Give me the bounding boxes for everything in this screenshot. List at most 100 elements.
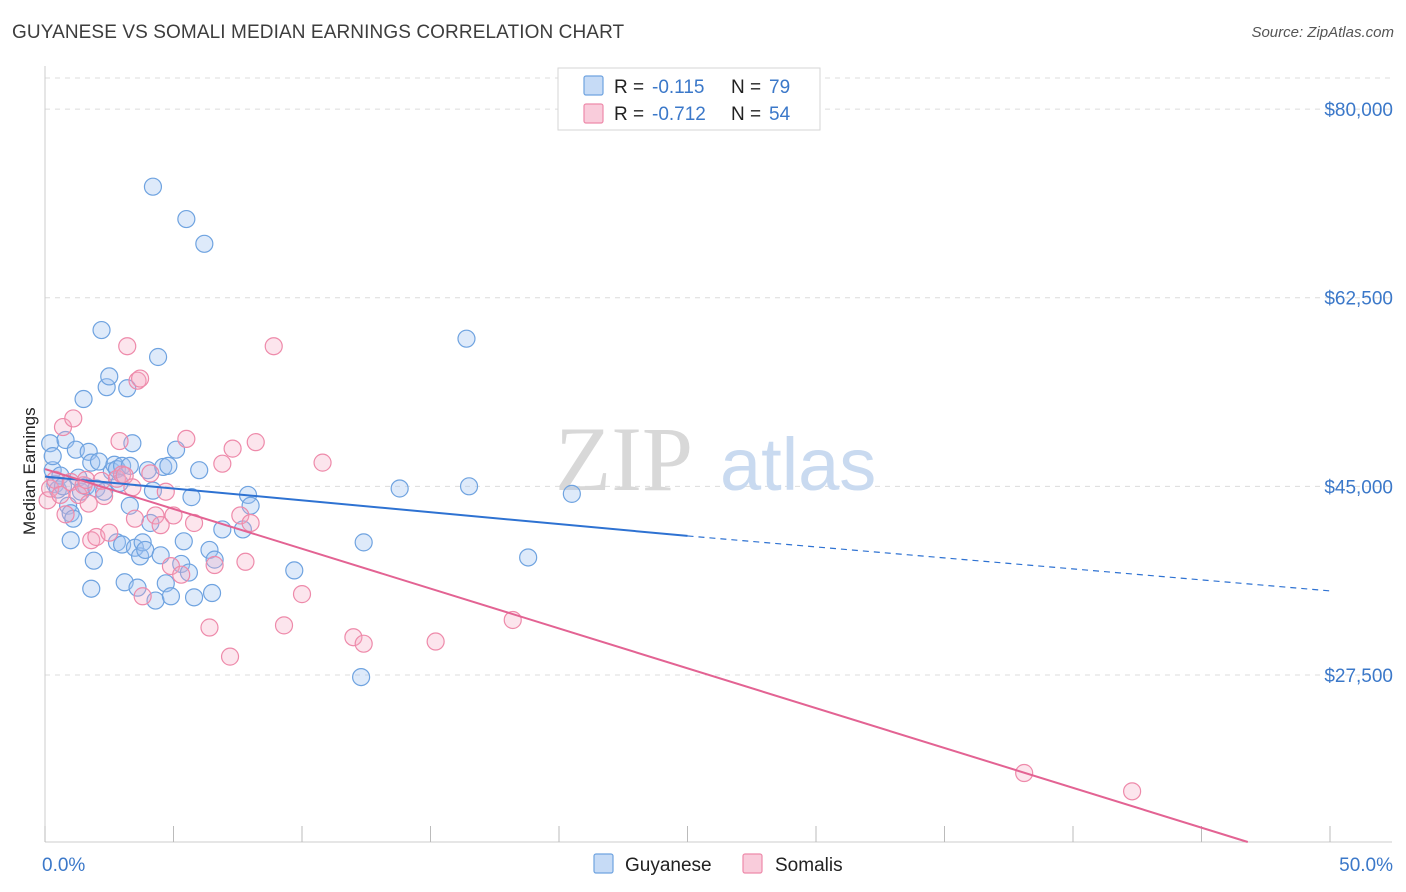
point-somalis	[56, 505, 75, 524]
point-somalis	[133, 587, 152, 606]
point-somalis	[64, 409, 83, 428]
point-somalis	[41, 479, 60, 498]
point-guyanese	[74, 389, 93, 409]
point-guyanese	[190, 461, 209, 480]
point-guyanese	[143, 177, 163, 196]
y-axis-label: Median Earnings	[20, 407, 39, 535]
point-guyanese	[161, 587, 181, 606]
stats-legend: R = -0.115 N = 79 R = -0.712 N = 54	[557, 67, 821, 131]
trend-line-guyanese-extrapolated	[687, 535, 1331, 592]
point-somalis	[354, 634, 373, 653]
legend-n-label-somalis: N =	[731, 104, 761, 125]
point-guyanese	[457, 329, 476, 348]
point-somalis	[426, 632, 445, 651]
point-somalis	[246, 433, 265, 452]
watermark-atlas: atlas	[720, 423, 876, 506]
point-somalis	[110, 431, 129, 451]
point-guyanese	[61, 531, 80, 550]
tick-labels: $80,000 $62,500 $45,000 $27,500 0.0% 50.0%	[42, 100, 1393, 876]
y-tick-label: $45,000	[1324, 477, 1393, 498]
point-guyanese	[562, 484, 581, 503]
point-somalis	[241, 513, 260, 533]
point-somalis	[125, 509, 145, 528]
legend-n-label-guyanese: N =	[731, 77, 761, 98]
point-somalis	[146, 506, 165, 525]
point-somalis	[172, 565, 191, 584]
legend-n-value-guyanese: 79	[769, 77, 790, 98]
point-guyanese	[459, 477, 479, 496]
point-somalis	[118, 337, 137, 356]
point-guyanese	[354, 533, 373, 552]
point-somalis	[213, 454, 232, 473]
point-somalis	[79, 494, 98, 513]
point-guyanese	[97, 378, 116, 397]
point-somalis	[51, 485, 70, 505]
trend-lines	[44, 468, 1331, 843]
point-guyanese	[84, 551, 103, 570]
point-guyanese	[177, 209, 196, 229]
point-guyanese	[182, 488, 201, 507]
point-somalis	[130, 369, 150, 388]
point-guyanese	[148, 347, 168, 367]
y-tick-label: $80,000	[1324, 100, 1393, 121]
point-somalis	[128, 371, 147, 390]
point-guyanese	[159, 456, 178, 475]
point-somalis	[200, 618, 219, 637]
point-guyanese	[195, 234, 214, 253]
point-somalis	[156, 482, 175, 501]
point-somalis	[223, 439, 242, 458]
point-somalis	[205, 555, 224, 575]
point-somalis	[220, 647, 240, 666]
point-somalis	[292, 585, 312, 604]
point-guyanese	[100, 367, 119, 386]
watermark-zip: ZIP	[555, 408, 693, 510]
point-guyanese	[285, 561, 304, 580]
series-guyanese-points	[41, 177, 581, 687]
x-tick-label-right: 50.0%	[1339, 855, 1393, 876]
bottom-legend-swatch-somalis	[742, 853, 763, 874]
point-somalis	[100, 523, 119, 542]
grid-lines	[45, 77, 1392, 676]
point-guyanese	[352, 667, 371, 687]
point-guyanese	[89, 452, 109, 471]
point-guyanese	[82, 453, 101, 472]
point-somalis	[151, 516, 170, 535]
point-somalis	[231, 506, 250, 525]
point-guyanese	[92, 320, 111, 340]
point-somalis	[1123, 782, 1142, 801]
legend-r-value-guyanese: -0.115	[652, 77, 704, 98]
point-somalis	[177, 429, 196, 449]
legend-swatch-guyanese	[583, 75, 604, 96]
bottom-legend-somalis: Somalis	[775, 855, 843, 876]
bottom-legend: Guyanese Somalis	[593, 853, 843, 876]
point-guyanese	[202, 583, 222, 603]
legend-r-label-guyanese: R =	[614, 77, 644, 98]
point-somalis	[141, 464, 160, 483]
trend-line-somalis	[44, 468, 1249, 843]
point-guyanese	[95, 482, 114, 501]
point-somalis	[313, 453, 332, 472]
legend-r-label-somalis: R =	[614, 104, 644, 125]
point-guyanese	[128, 578, 147, 597]
point-somalis	[236, 552, 255, 571]
bottom-legend-swatch-guyanese	[593, 853, 614, 874]
point-somalis	[274, 616, 294, 635]
point-guyanese	[138, 461, 157, 480]
y-tick-label: $27,500	[1324, 666, 1393, 687]
point-somalis	[344, 628, 363, 647]
x-tick-label-left: 0.0%	[42, 855, 85, 876]
point-guyanese	[174, 532, 193, 551]
point-guyanese	[43, 447, 62, 466]
point-guyanese	[136, 540, 155, 560]
point-somalis	[82, 531, 101, 550]
point-guyanese	[184, 588, 204, 607]
bottom-legend-guyanese: Guyanese	[625, 855, 712, 876]
chart-source: Source: ZipAtlas.com	[1251, 24, 1394, 41]
axes	[44, 66, 1392, 843]
watermark: ZIP atlas	[555, 408, 876, 510]
point-guyanese	[118, 379, 137, 398]
point-guyanese	[82, 579, 101, 598]
point-guyanese	[205, 550, 224, 569]
chart-title: GUYANESE VS SOMALI MEDIAN EARNINGS CORRE…	[12, 22, 625, 43]
